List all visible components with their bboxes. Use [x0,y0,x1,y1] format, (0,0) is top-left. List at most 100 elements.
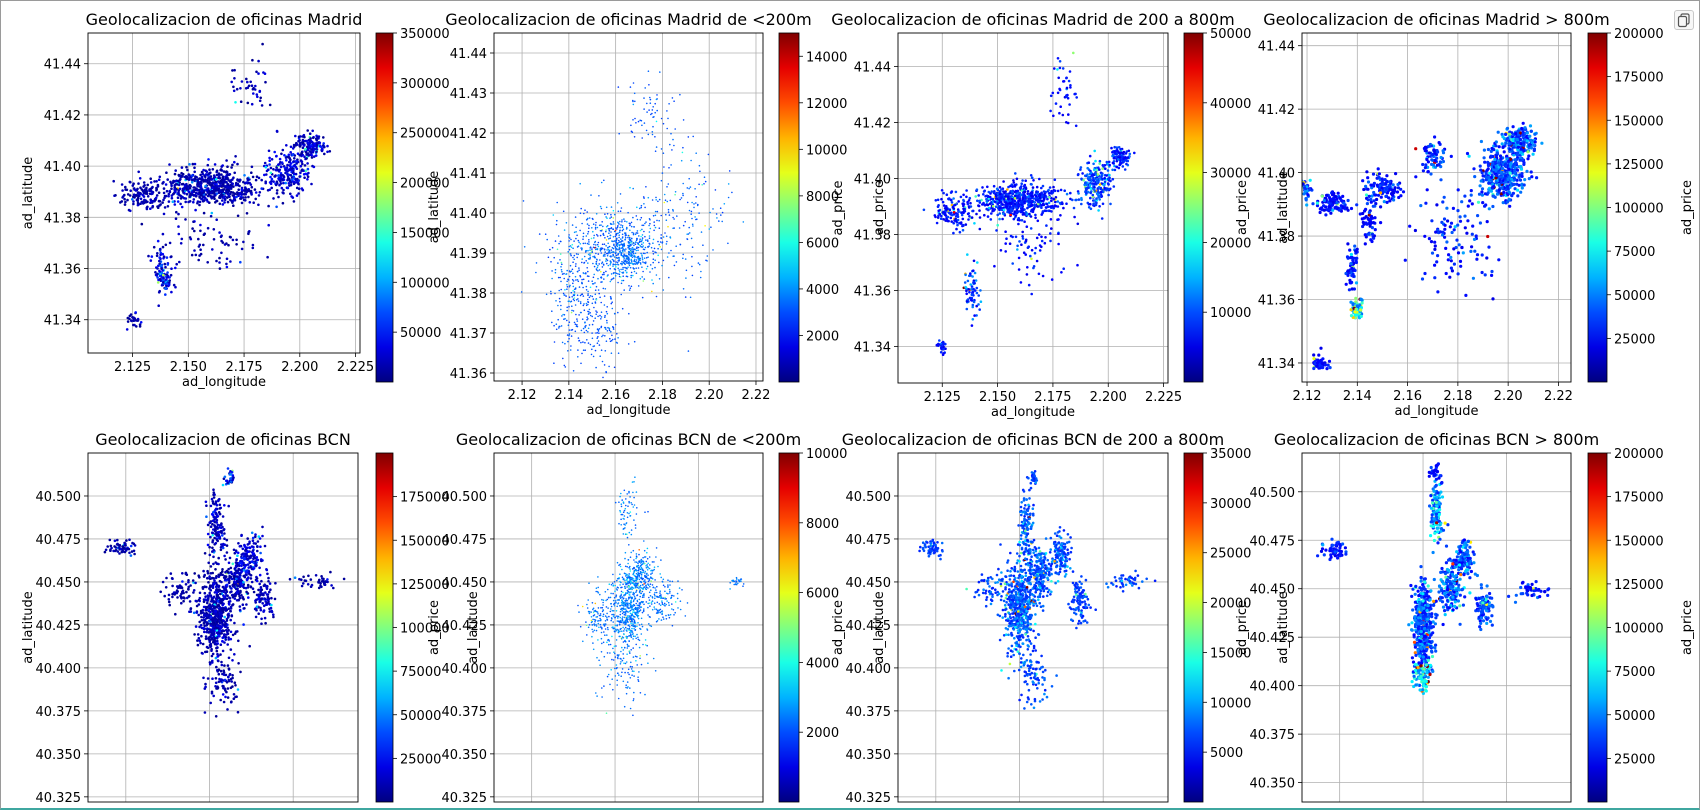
scatter-point [721,221,723,223]
scatter-point [267,224,270,227]
scatter-point [147,255,150,258]
scatter-point [584,209,586,211]
x-tick-label: 2.20 [695,388,724,403]
scatter-point [321,150,324,153]
scatter-point [606,306,608,308]
scatter-point [1508,198,1511,201]
scatter-point [1499,158,1502,161]
scatter-point [968,291,971,294]
scatter-point [174,203,177,206]
scatter-point [622,272,624,274]
scatter-point [613,221,615,223]
scatter-point [641,120,643,122]
scatter-point [636,238,638,240]
scatter-point [1075,96,1078,99]
scatter-point [1478,193,1481,196]
scatter-point [521,291,523,293]
scatter-point [575,323,577,325]
scatter-point [563,273,565,275]
scatter-point [1051,278,1054,281]
scatter-point [606,320,608,322]
scatter-point [1108,164,1111,167]
scatter-point [981,186,984,189]
scatter-point [699,171,701,173]
scatter-point [958,210,961,213]
scatter-point [724,203,726,205]
scatter-point [1113,157,1116,160]
colorbar-tick-label: 10000 [1210,306,1251,321]
scatter-point [275,184,278,187]
scatter-point [999,193,1002,196]
scatter-point [1526,139,1529,142]
x-tick-label: 2.175 [225,360,262,375]
scatter-point [1519,159,1522,162]
scatter-point [641,125,643,127]
scatter-point [1365,193,1368,196]
scatter-point [1361,179,1364,182]
scatter-point [581,262,583,264]
scatter-point [264,162,267,165]
scatter-point [126,328,129,331]
scatter-point [614,246,616,248]
scatter-point [670,237,672,239]
scatter-point [652,199,654,201]
scatter-point [580,243,582,245]
scatter-point [630,251,632,253]
scatter-point [613,264,615,266]
scatter-point [695,202,697,204]
scatter-point [1032,179,1035,182]
scatter-point [1007,186,1010,189]
scatter-point [558,243,560,245]
scatter-point [581,249,583,251]
scatter-point [1004,230,1007,233]
scatter-point [669,144,671,146]
scatter-point [555,272,557,274]
scatter-point [709,212,711,214]
scatter-point [642,261,644,263]
scatter-point [178,174,181,177]
scatter-point [963,200,966,203]
scatter-point [597,270,599,272]
scatter-point [644,278,646,280]
scatter-point [579,183,581,185]
scatter-point [1065,202,1068,205]
scatter-point [618,234,620,236]
scatter-point [622,248,624,250]
scatter-point [221,182,224,185]
scatter-point [1055,196,1058,199]
scatter-point [580,212,582,214]
scatter-point [220,240,223,243]
scatter-point [572,257,574,259]
scatter-point [307,175,310,178]
scatter-point [594,266,596,268]
scatter-point [252,201,255,204]
scatter-point [622,308,624,310]
scatter-point [200,186,203,189]
scatter-point [288,182,291,185]
scatter-point [718,220,720,222]
scatter-point [672,228,674,230]
scatter-point [326,151,329,154]
scatter-point [222,203,225,206]
scatter-point [129,181,132,184]
scatter-point [622,230,624,232]
scatter-point [595,241,597,243]
scatter-point [129,194,132,197]
colorbar-tick-label: 40000 [1210,97,1251,112]
scatter-point [293,157,296,160]
scatter-point [211,248,214,251]
scatter-point [137,199,140,202]
scatter-point [572,279,574,281]
scatter-point [234,155,237,158]
scatter-point [550,293,552,295]
scatter-point [539,233,541,235]
scatter-point [643,231,645,233]
scatter-point [535,272,537,274]
scatter-point [1394,172,1397,175]
scatter-point [727,243,729,245]
scatter-point [1522,133,1525,136]
scatter-point [161,272,164,275]
scatter-point [219,177,222,180]
scatter-point [1030,183,1033,186]
y-tick-label: 41.40 [44,160,81,175]
